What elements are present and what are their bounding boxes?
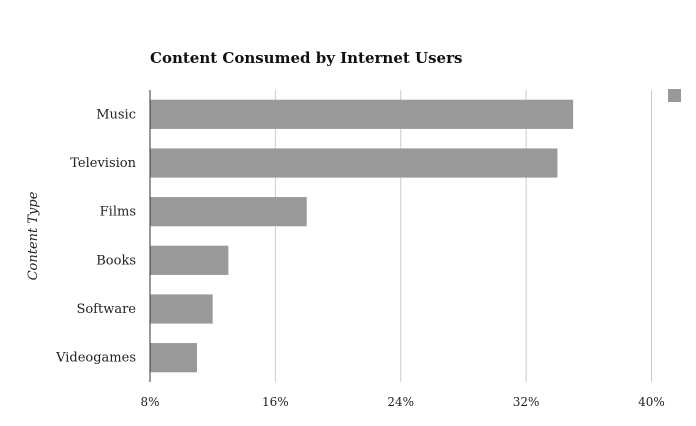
bar-television (150, 148, 558, 178)
category-label-software: Software (76, 302, 136, 317)
bar-books (150, 245, 229, 275)
x-tick-label: 40% (638, 395, 665, 409)
category-label-television: Television (70, 156, 136, 171)
y-axis-title: Content Type (26, 191, 41, 280)
bar-films (150, 197, 307, 227)
gridlines (274, 90, 652, 382)
x-tick-label: 24% (387, 395, 414, 409)
x-tick-label: 16% (262, 395, 289, 409)
x-tick-label: 32% (513, 395, 540, 409)
category-label-music: Music (96, 107, 136, 122)
category-label-films: Films (100, 205, 136, 220)
category-label-videogames: Videogames (55, 351, 136, 366)
category-labels: Music Television Films Books Software Videoga… (55, 107, 137, 365)
chart-title: Content Consumed by Internet Users (150, 49, 462, 67)
x-tick-labels: 8% 16% 24% 32% 40% (140, 395, 664, 409)
bar-videogames (150, 343, 198, 373)
bar-music (150, 99, 574, 129)
bars (150, 99, 574, 373)
legend-swatch (668, 89, 681, 102)
category-label-books: Books (96, 253, 136, 268)
x-tick-label: 8% (140, 395, 159, 409)
bar-software (150, 294, 213, 324)
